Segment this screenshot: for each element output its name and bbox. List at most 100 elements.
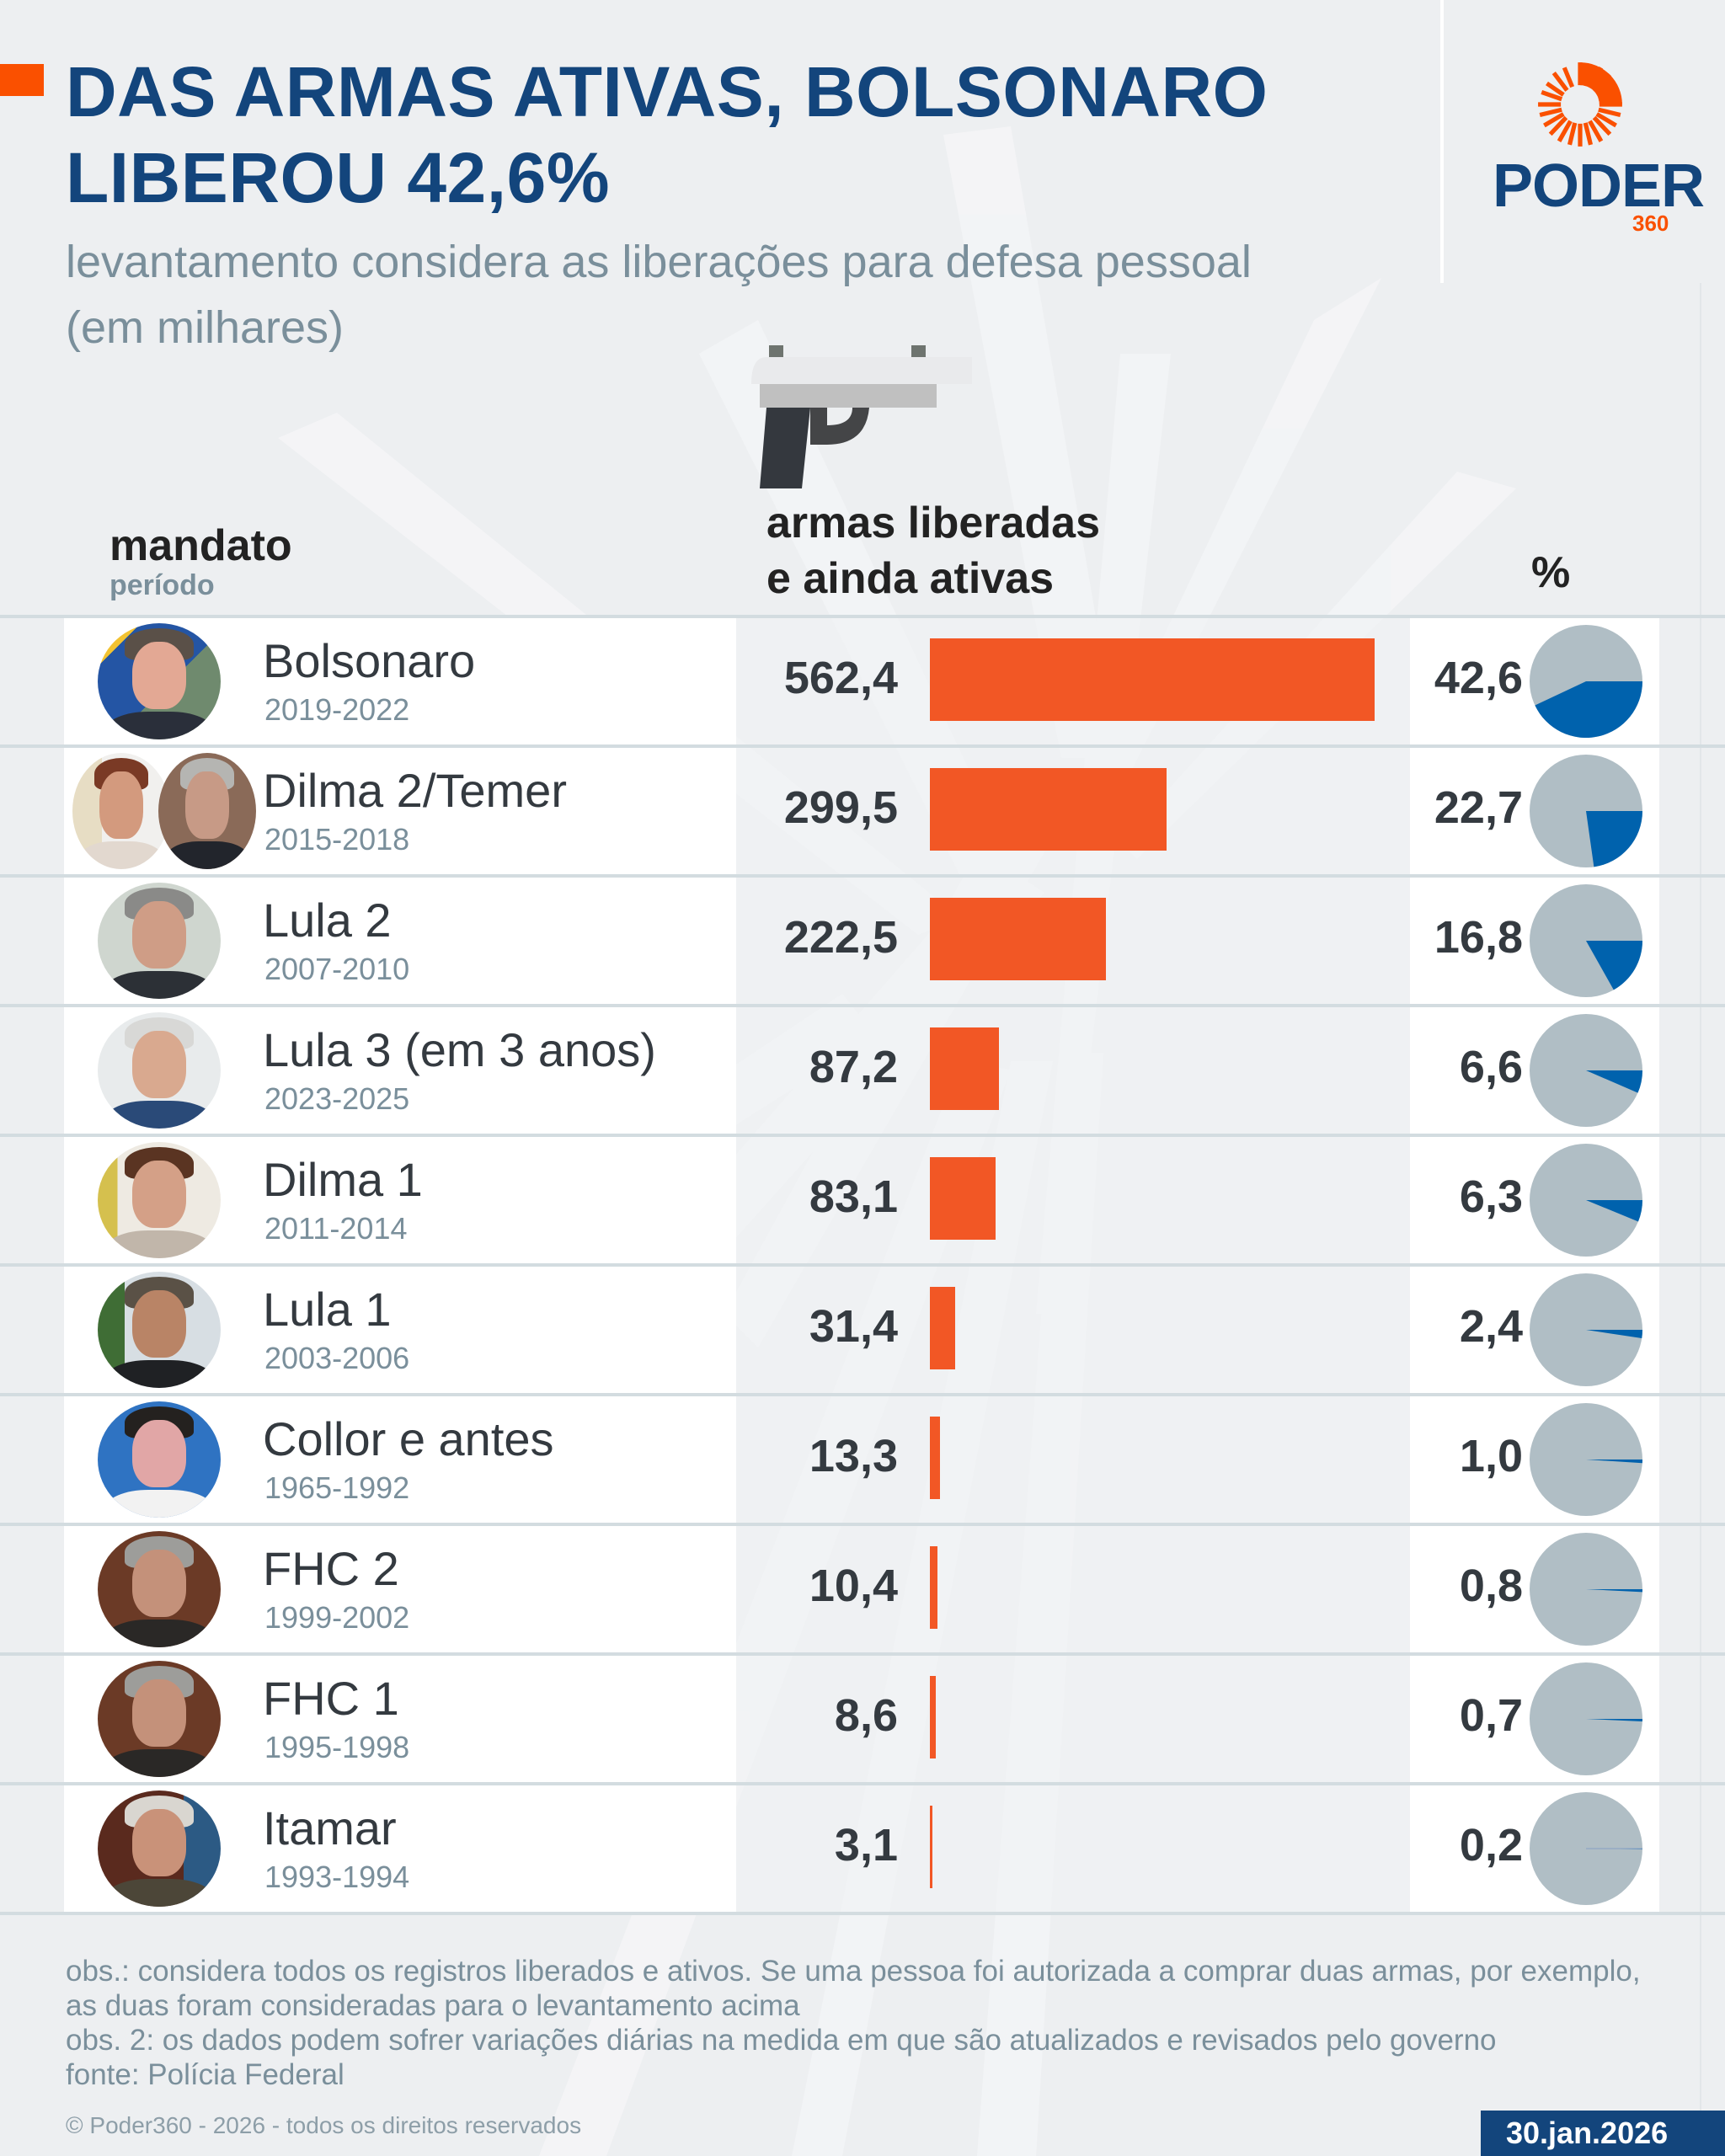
avatar <box>98 1661 221 1777</box>
avatar <box>98 1272 221 1388</box>
value-label: 3,1 <box>834 1820 898 1870</box>
table-row: Bolsonaro 2019-2022 562,4 42,6 <box>0 615 1725 744</box>
value-label: 10,4 <box>809 1561 898 1611</box>
pie-icon <box>1530 1403 1642 1516</box>
title-line-1: DAS ARMAS ATIVAS, BOLSONARO <box>66 52 1268 131</box>
table-row: Itamar 1993-1994 3,1 0,2 <box>0 1782 1725 1915</box>
mandato-name: Lula 1 <box>263 1283 392 1336</box>
mandato-period: 1965-1992 <box>264 1470 410 1505</box>
pie-icon <box>1530 1273 1642 1386</box>
mandato-name: FHC 2 <box>263 1542 399 1595</box>
right-divider <box>1700 283 1701 2156</box>
mandato-name: FHC 1 <box>263 1672 399 1725</box>
subtitle: levantamento considera as liberações par… <box>66 229 1430 360</box>
value-label: 562,4 <box>783 653 898 703</box>
percent-label: 6,3 <box>1459 1171 1523 1222</box>
pie-icon <box>1530 1662 1642 1775</box>
percent-label: 6,6 <box>1459 1042 1523 1092</box>
value-label: 83,1 <box>809 1171 898 1222</box>
bar <box>930 1287 955 1369</box>
column-header-armas: armas liberadas e ainda ativas <box>766 495 1100 606</box>
poder360-logo: PODER 360 <box>1440 0 1725 283</box>
bar <box>930 1806 932 1888</box>
value-label: 8,6 <box>834 1690 898 1741</box>
avatar <box>98 1790 221 1907</box>
column-header-armas-line-2: e ainda ativas <box>766 554 1055 603</box>
value-cell <box>736 1007 1410 1134</box>
mandato-period: 2011-2014 <box>264 1211 408 1246</box>
table-row: Collor e antes 1965-1992 13,3 1,0 <box>0 1393 1725 1523</box>
table-row: FHC 1 1995-1998 8,6 0,7 <box>0 1652 1725 1782</box>
name-cell: FHC 2 1999-2002 <box>64 1526 736 1652</box>
percent-label: 16,8 <box>1434 912 1523 963</box>
value-cell <box>736 1656 1410 1782</box>
percent-label: 42,6 <box>1434 653 1523 703</box>
data-table: Bolsonaro 2019-2022 562,4 42,6 Dilma 2/ <box>0 615 1725 1915</box>
table-row: Lula 1 2003-2006 31,4 2,4 <box>0 1263 1725 1393</box>
avatar <box>98 883 221 999</box>
value-cell <box>736 1396 1410 1523</box>
pistol-icon <box>751 345 972 488</box>
bar <box>930 768 1167 851</box>
column-header-armas-line-1: armas liberadas <box>766 499 1101 547</box>
source-note: fonte: Polícia Federal <box>66 2058 344 2091</box>
percent-label: 0,8 <box>1459 1561 1523 1611</box>
mandato-name: Dilma 2/Temer <box>263 764 567 817</box>
mandato-name: Lula 2 <box>263 894 392 947</box>
logo-wordmark: PODER <box>1493 152 1705 220</box>
pie-icon <box>1530 1014 1642 1127</box>
mandato-period: 1993-1994 <box>264 1860 410 1894</box>
subtitle-line-1: levantamento considera as liberações par… <box>66 237 1252 287</box>
avatar <box>158 753 256 869</box>
sunburst-icon <box>1538 62 1622 147</box>
percent-label: 0,2 <box>1459 1820 1523 1870</box>
footnote-1: obs.: considera todos os registros liber… <box>66 1955 1641 2022</box>
name-cell: FHC 1 1995-1998 <box>64 1656 736 1782</box>
percent-label: 1,0 <box>1459 1431 1523 1481</box>
mandato-period: 2023-2025 <box>264 1081 410 1116</box>
bar <box>930 1676 936 1758</box>
avatar <box>72 753 170 869</box>
value-label: 13,3 <box>809 1431 898 1481</box>
percent-label: 22,7 <box>1434 782 1523 833</box>
value-cell <box>736 1137 1410 1263</box>
value-cell <box>736 1267 1410 1393</box>
pie-icon <box>1530 1144 1642 1257</box>
mandato-period: 2007-2010 <box>264 952 410 986</box>
bar <box>930 1027 999 1110</box>
name-cell: Bolsonaro 2019-2022 <box>64 618 736 744</box>
footnote-2: obs. 2: os dados podem sofrer variações … <box>66 2024 1497 2057</box>
mandato-name: Collor e antes <box>263 1412 554 1465</box>
date-badge: 30.jan.2026 <box>1481 2111 1725 2156</box>
pie-icon <box>1530 625 1642 738</box>
pie-icon <box>1530 884 1642 997</box>
title-line-2: LIBEROU 42,6% <box>66 138 611 217</box>
mandato-period: 2019-2022 <box>264 692 410 727</box>
avatar <box>98 1531 221 1647</box>
logo-suffix: 360 <box>1632 211 1669 236</box>
column-header-periodo: período <box>109 569 215 601</box>
bar <box>930 1546 937 1629</box>
mandato-period: 1995-1998 <box>264 1730 410 1764</box>
value-label: 87,2 <box>809 1042 898 1092</box>
bar <box>930 1157 996 1240</box>
mandato-name: Dilma 1 <box>263 1153 423 1206</box>
value-label: 299,5 <box>783 782 898 833</box>
mandato-period: 2015-2018 <box>264 822 410 857</box>
bar <box>930 898 1106 980</box>
name-cell: Dilma 2/Temer 2015-2018 <box>64 748 736 874</box>
table-row: FHC 2 1999-2002 10,4 0,8 <box>0 1523 1725 1652</box>
table-row: Dilma 2/Temer 2015-2018 299,5 22,7 <box>0 744 1725 874</box>
table-row: Lula 3 (em 3 anos) 2023-2025 87,2 6,6 <box>0 1004 1725 1134</box>
percent-label: 2,4 <box>1459 1301 1523 1352</box>
avatar <box>98 1012 221 1129</box>
name-cell: Lula 1 2003-2006 <box>64 1267 736 1393</box>
mandato-name: Lula 3 (em 3 anos) <box>263 1023 656 1076</box>
avatar <box>98 623 221 739</box>
value-label: 31,4 <box>809 1301 898 1352</box>
avatar <box>98 1401 221 1518</box>
name-cell: Itamar 1993-1994 <box>64 1785 736 1912</box>
avatar <box>98 1142 221 1258</box>
pie-icon <box>1530 755 1642 867</box>
copyright: © Poder360 - 2026 - todos os direitos re… <box>66 2112 582 2138</box>
